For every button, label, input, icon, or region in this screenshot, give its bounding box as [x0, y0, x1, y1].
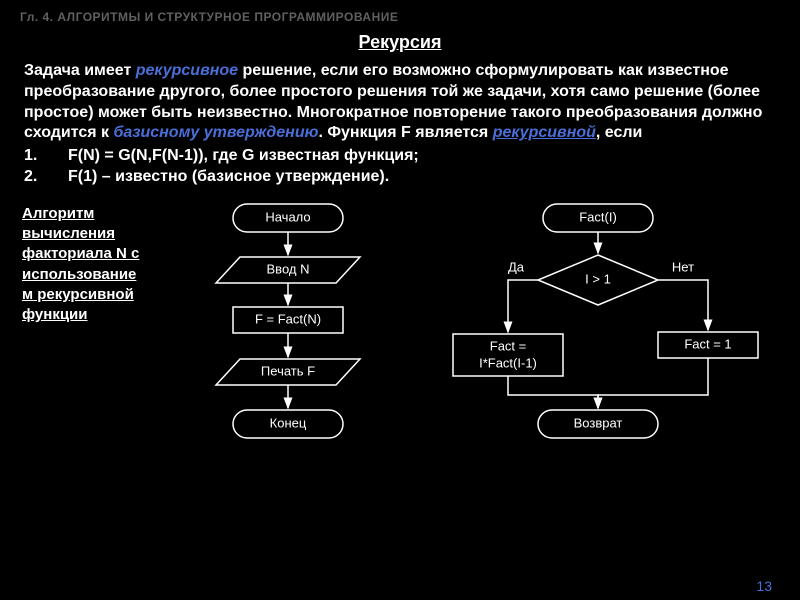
highlight-basis: базисному утверждению [114, 124, 319, 141]
chapter-header: Гл. 4. АЛГОРИТМЫ И СТРУКТУРНОЕ ПРОГРАММИ… [0, 0, 800, 24]
list-text: F(N) = G(N,F(N-1)), где G известная функ… [68, 146, 419, 167]
list-item: 1. F(N) = G(N,F(N-1)), где G известная ф… [24, 146, 776, 167]
highlight-recursive: рекурсивное [136, 62, 238, 79]
algorithm-title: Алгоритм вычисления факториала N с испол… [12, 200, 168, 455]
flowchart-right: Fact(I) I > 1 Да Нет Fact = I*Fact(I-1) … [408, 200, 788, 455]
node-input-label: Ввод N [267, 261, 310, 276]
diagram-area: Алгоритм вычисления факториала N с испол… [0, 200, 800, 455]
list-text: F(1) – известно (базисное утверждение). [68, 167, 389, 188]
node-process-label: F = Fact(N) [255, 311, 321, 326]
highlight-recursive-fn: рекурсивной [493, 124, 596, 141]
node-start-label: Начало [265, 209, 310, 224]
flowchart-left: Начало Ввод N F = Fact(N) Печать F Конец [168, 200, 408, 455]
node-yes-l2: I*Fact(I-1) [479, 355, 537, 370]
algo-line: факториала N с [22, 245, 139, 262]
node-decision-label: I > 1 [585, 271, 611, 286]
node-end-label: Конец [270, 415, 307, 430]
para-text: Задача имеет [24, 62, 136, 79]
list-num: 1. [24, 146, 44, 167]
page-number: 13 [756, 578, 772, 594]
algo-line: Алгоритм [22, 205, 94, 222]
node-fact-start-label: Fact(I) [579, 209, 617, 224]
list-item: 2. F(1) – известно (базисное утверждение… [24, 167, 776, 188]
definition-paragraph: Задача имеет рекурсивное решение, если е… [0, 61, 800, 188]
definition-list: 1. F(N) = G(N,F(N-1)), где G известная ф… [24, 146, 776, 188]
node-yes-l1: Fact = [490, 338, 527, 353]
node-return-label: Возврат [574, 415, 623, 430]
para-text: , если [596, 124, 642, 141]
node-no-label: Fact = 1 [684, 336, 731, 351]
list-num: 2. [24, 167, 44, 188]
node-print-label: Печать F [261, 363, 315, 378]
algo-line: функции [22, 306, 88, 323]
algo-line: вычисления [22, 225, 115, 242]
algo-line: использование [22, 266, 136, 283]
para-text: . Функция F является [318, 124, 492, 141]
algo-line: м рекурсивной [22, 286, 134, 303]
label-no: Нет [672, 259, 694, 274]
label-yes: Да [508, 259, 525, 274]
page-title: Рекурсия [0, 32, 800, 53]
